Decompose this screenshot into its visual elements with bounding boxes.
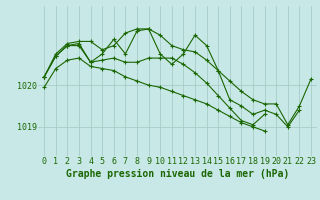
X-axis label: Graphe pression niveau de la mer (hPa): Graphe pression niveau de la mer (hPa) [66, 169, 289, 179]
